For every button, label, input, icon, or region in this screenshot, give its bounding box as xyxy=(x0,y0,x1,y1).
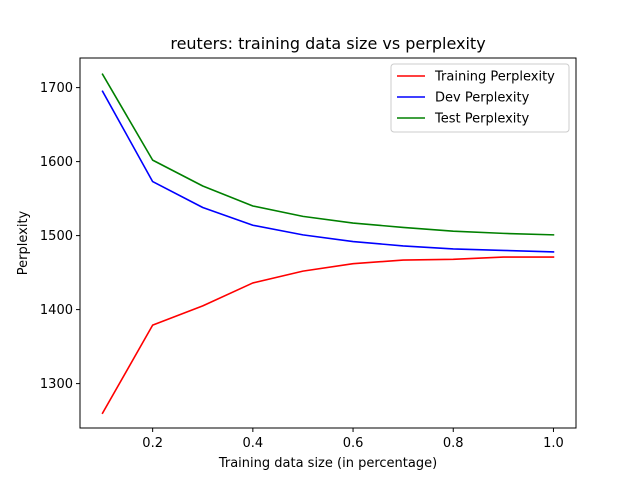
legend-label: Test Perplexity xyxy=(434,112,529,127)
legend: Training Perplexity Dev Perplexity Test Pe… xyxy=(390,63,570,133)
y-tick-label: 1700 xyxy=(40,81,73,96)
x-axis-ticks: 0.2 0.4 0.6 0.8 1.0 xyxy=(142,428,564,451)
legend-box xyxy=(390,63,570,133)
x-tick-label: 0.4 xyxy=(243,436,264,451)
legend-label: Dev Perplexity xyxy=(435,91,530,106)
series-line-2 xyxy=(101,90,555,253)
legend-label: Training Perplexity xyxy=(434,70,555,85)
y-tick-label: 1600 xyxy=(40,155,73,170)
x-tick-label: 0.6 xyxy=(343,436,364,451)
y-tick-label: 1500 xyxy=(40,229,73,244)
y-tick-label: 1300 xyxy=(40,377,73,392)
series-line-1 xyxy=(101,256,555,415)
y-axis-label: Perplexity xyxy=(16,210,31,275)
plot-lines xyxy=(101,73,555,415)
chart-title: reuters: training data size vs perplexit… xyxy=(170,34,485,53)
x-tick-label: 0.2 xyxy=(142,436,163,451)
plot-frame xyxy=(79,57,577,429)
x-tick-label: 0.8 xyxy=(443,436,464,451)
series-line-3 xyxy=(101,73,555,236)
y-tick-label: 1400 xyxy=(40,303,73,318)
x-axis-label: Training data size (in percentage) xyxy=(218,456,437,471)
x-tick-label: 1.0 xyxy=(543,436,564,451)
y-axis-ticks: 1300 1400 1500 1600 1700 xyxy=(40,81,80,392)
